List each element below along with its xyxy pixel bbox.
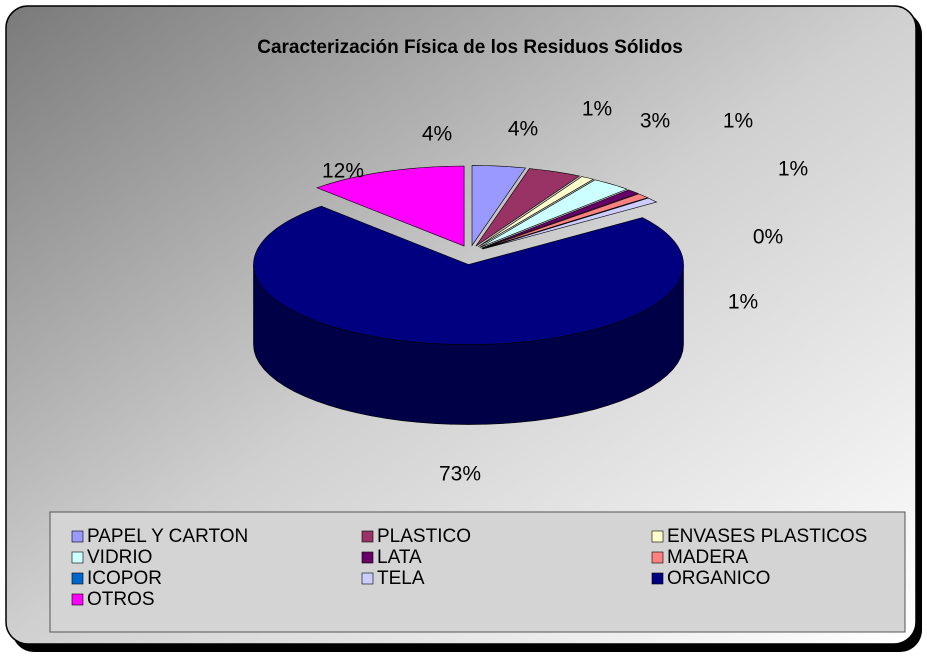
pie-slice: [482, 197, 649, 250]
legend-swatch: [651, 530, 664, 543]
pie-slice: [482, 197, 658, 250]
chart-title: Caracterización Física de los Residuos S…: [257, 37, 683, 58]
legend-swatch: [71, 572, 84, 585]
data-label: 0%: [753, 226, 783, 249]
data-label: 4%: [422, 123, 452, 146]
pie-slice: [253, 205, 684, 345]
legend-swatch: [651, 572, 664, 585]
data-label: 4%: [508, 118, 538, 141]
legend-swatch: [71, 530, 84, 543]
legend-label: ICOPOR: [87, 568, 162, 589]
pie-slice: [481, 189, 639, 249]
legend-swatch: [361, 551, 374, 564]
data-label: 1%: [723, 110, 753, 133]
legend-swatch: [361, 530, 374, 543]
legend-label: VIDRIO: [87, 547, 152, 568]
legend-label: LATA: [377, 547, 422, 568]
data-label: 12%: [322, 160, 364, 183]
data-label: 1%: [728, 291, 758, 314]
data-label: 73%: [439, 463, 481, 486]
legend-swatch: [71, 551, 84, 564]
data-label: 1%: [582, 98, 612, 121]
data-label: 1%: [778, 158, 808, 181]
pie-slice: [471, 165, 527, 247]
legend-label: TELA: [377, 568, 425, 589]
pie-slice: [475, 168, 581, 247]
legend-label: OTROS: [87, 589, 155, 610]
legend: [49, 511, 906, 633]
pie-slice: [316, 165, 465, 247]
legend-label: MADERA: [667, 547, 749, 568]
pie-slice: [481, 193, 649, 249]
legend-swatch: [71, 593, 84, 606]
legend-label: ORGANICO: [667, 568, 770, 589]
legend-swatch: [651, 551, 664, 564]
pie-slice: [477, 176, 595, 247]
data-label: 3%: [640, 110, 670, 133]
legend-label: PAPEL Y CARTON: [87, 526, 248, 547]
pie-slice: [479, 179, 628, 248]
legend-label: PLASTICO: [377, 526, 471, 547]
legend-label: ENVASES PLASTICOS: [667, 526, 867, 547]
legend-swatch: [361, 572, 374, 585]
